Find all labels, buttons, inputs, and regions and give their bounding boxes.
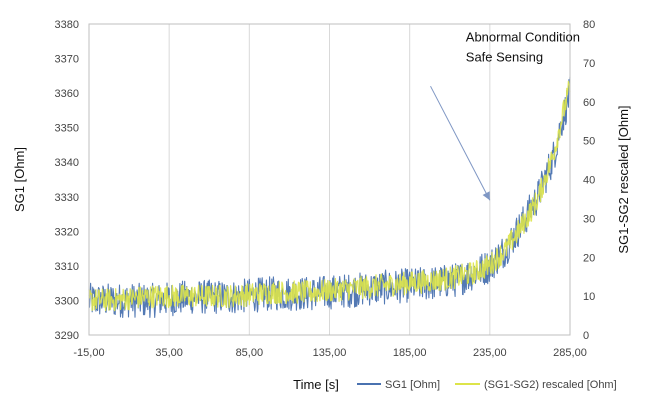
annotation-arrow-head	[482, 191, 490, 201]
y2-tick-label: 40	[583, 175, 595, 187]
y-tick-label: 3380	[55, 19, 79, 31]
y-tick-label: 3330	[55, 192, 79, 204]
y-tick-label: 3310	[55, 261, 79, 273]
x-tick-label: -15,00	[73, 347, 104, 359]
y2-tick-label: 80	[583, 19, 595, 31]
x-tick-label: 285,00	[553, 347, 587, 359]
y2-tick-label: 60	[583, 97, 595, 109]
plot-border	[88, 23, 571, 336]
series-layer	[88, 76, 571, 319]
annotation-text: Abnormal Condition	[466, 29, 580, 44]
y2-tick-label: 70	[583, 58, 595, 70]
x-axis-title: Time [s]	[293, 377, 339, 392]
axes: -15,00 35,00 85,00 135,00 185,00 235,00 285,00…	[12, 19, 631, 392]
y2-axis-title: SG1-SG2 rescaled [Ohm]	[616, 105, 631, 253]
legend-label-1: SG1 [Ohm]	[385, 379, 440, 391]
y-tick-label: 3370	[55, 54, 79, 66]
y2-tick-label: 20	[583, 252, 595, 264]
y-axis-title: SG1 [Ohm]	[12, 147, 27, 212]
x-tick-label: 235,00	[473, 347, 507, 359]
annotation-arrow-line	[430, 85, 491, 201]
y-tick-label: 3350	[55, 123, 79, 135]
annotation: Abnormal Condition Safe Sensing	[430, 29, 580, 201]
y-tick-label: 3340	[55, 157, 79, 169]
y-tick-label: 3360	[55, 88, 79, 100]
y2-tick-label: 30	[583, 213, 595, 225]
x-tick-label: 135,00	[313, 347, 347, 359]
y2-tick-label: 0	[583, 330, 589, 342]
y-tick-label: 3300	[55, 295, 79, 307]
x-tick-label: 35,00	[155, 347, 183, 359]
annotation-text: Safe Sensing	[466, 49, 543, 64]
legend: SG1 [Ohm] (SG1-SG2) rescaled [Ohm]	[357, 379, 617, 391]
y2-tick-label: 10	[583, 291, 595, 303]
y-tick-label: 3290	[55, 330, 79, 342]
y-tick-label: 3320	[55, 226, 79, 238]
series-line-2	[88, 80, 571, 312]
x-tick-label: 85,00	[236, 347, 264, 359]
x-tick-label: 185,00	[393, 347, 427, 359]
y2-tick-label: 50	[583, 136, 595, 148]
legend-label-2: (SG1-SG2) rescaled [Ohm]	[484, 379, 617, 391]
